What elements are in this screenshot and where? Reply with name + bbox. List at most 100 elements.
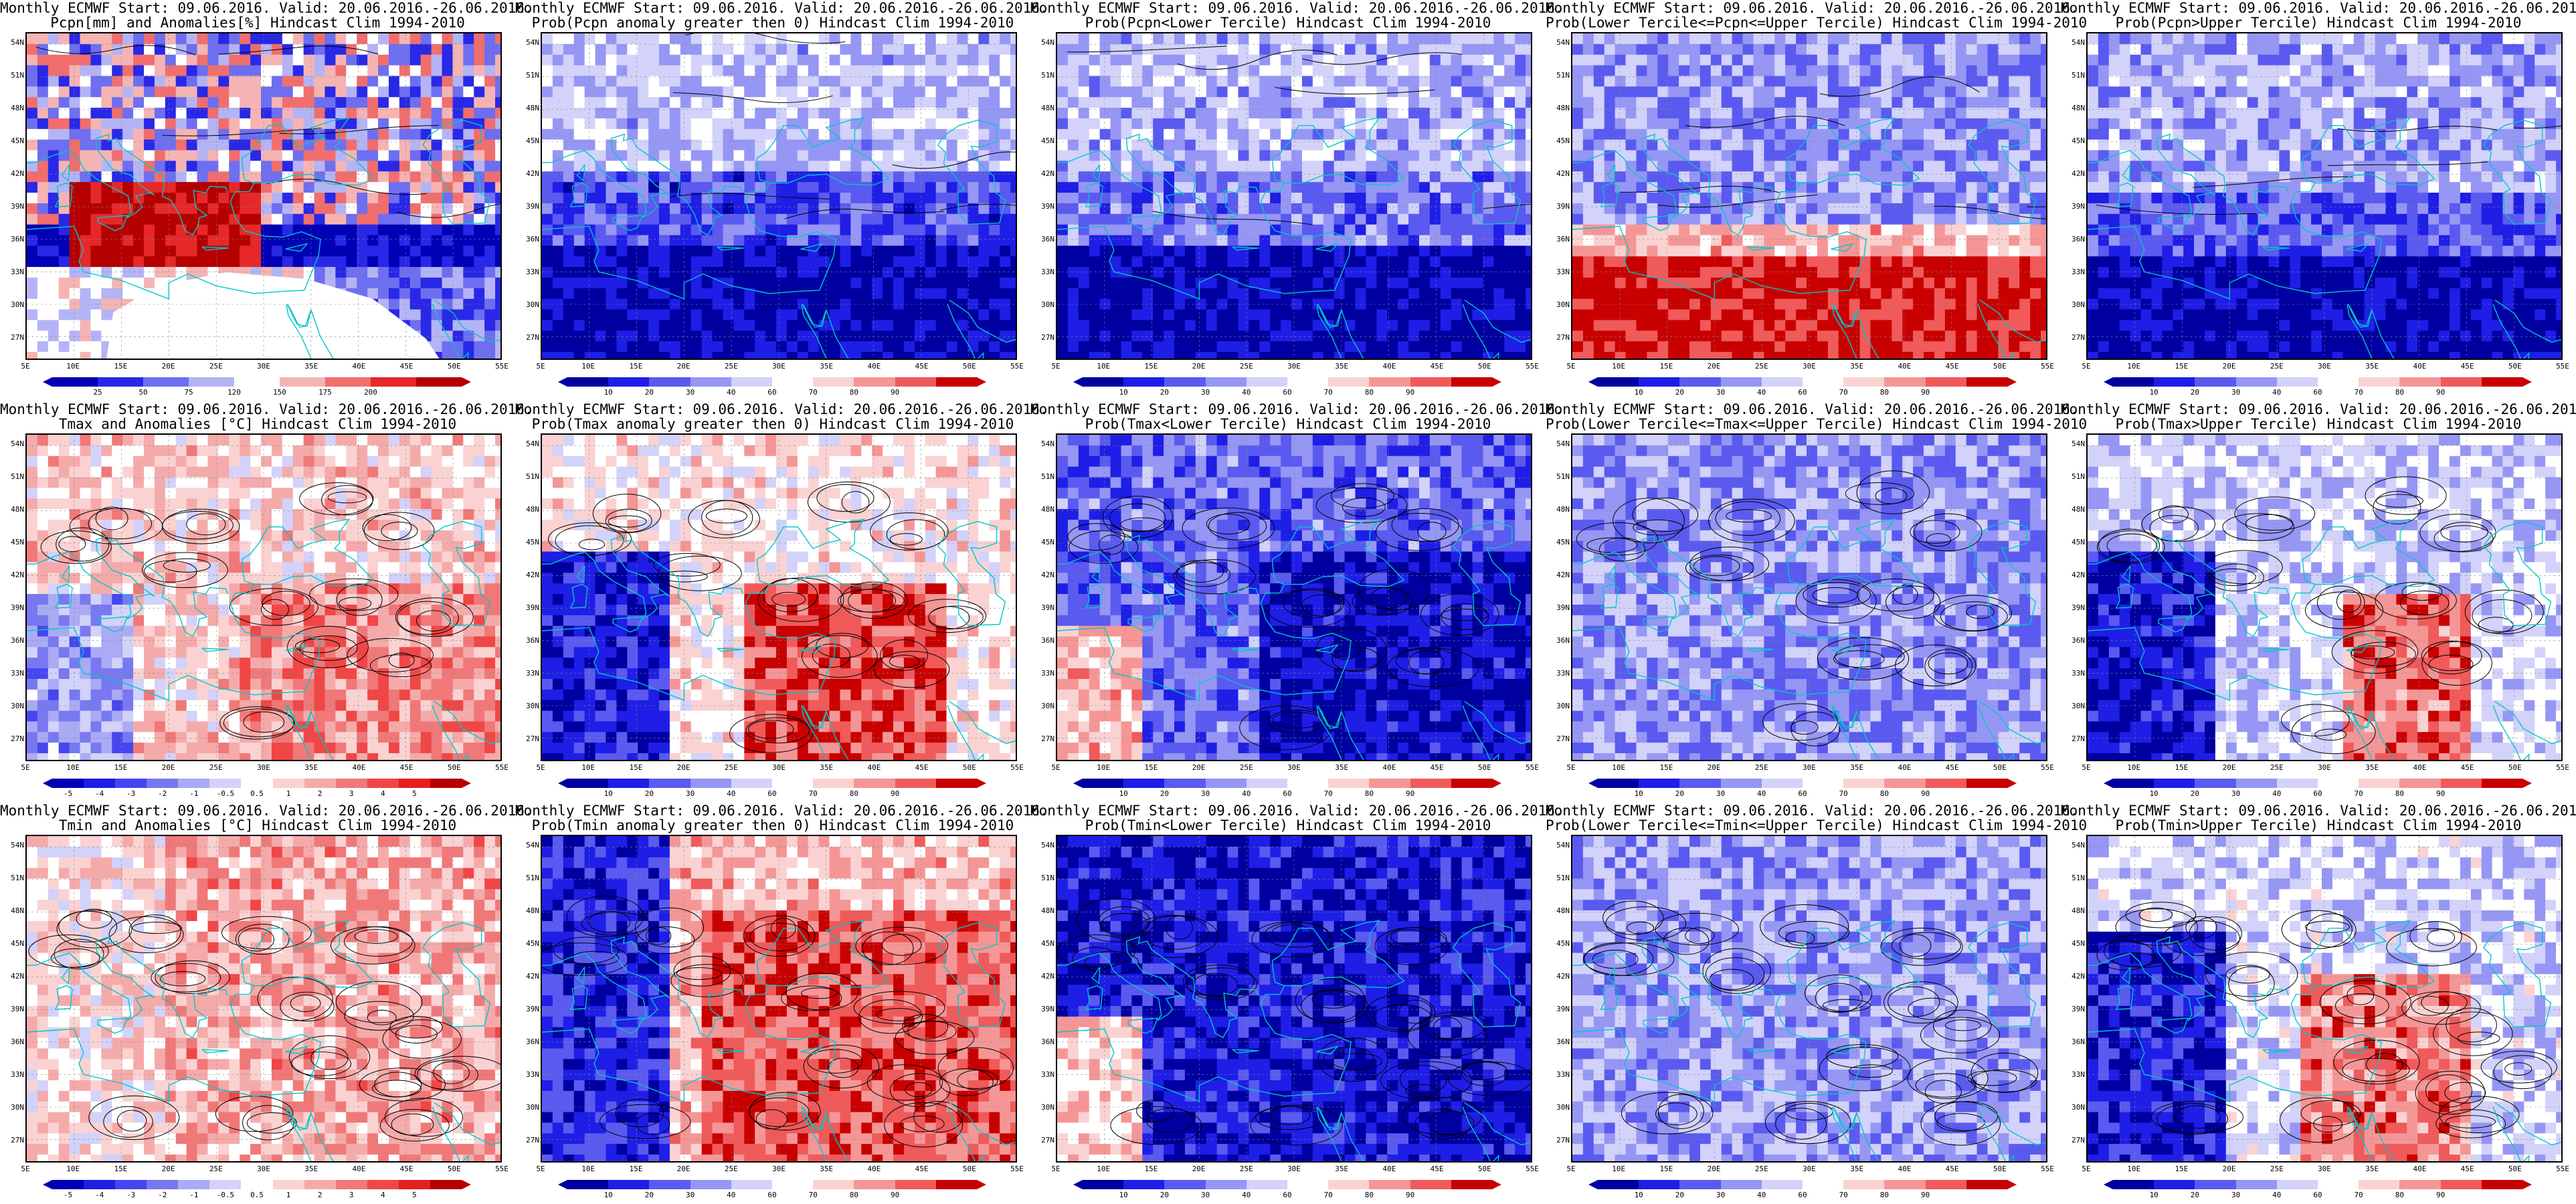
field-cell (463, 171, 474, 183)
field-cell (122, 65, 134, 77)
field-cell (1526, 128, 1531, 140)
field-cell (1259, 118, 1271, 130)
field-cell (271, 150, 283, 162)
field-cell (346, 256, 357, 268)
field-cell (388, 161, 400, 172)
field-cell (595, 139, 607, 151)
field-cell (1429, 108, 1441, 119)
field-cell (1515, 330, 1526, 342)
field-cell (1913, 54, 1924, 66)
field-cell (914, 352, 926, 359)
latitude-label: 54N (0, 38, 24, 47)
field-cell (989, 277, 1000, 289)
field-cell (250, 54, 262, 66)
field-cell (1966, 139, 1978, 151)
field-cell (1153, 97, 1164, 108)
field-cell (925, 33, 937, 45)
field-cell (1376, 320, 1388, 331)
field-cell (1483, 182, 1494, 193)
field-cell (1408, 203, 1420, 215)
field-cell (1785, 54, 1797, 66)
field-cell (1174, 213, 1186, 225)
field-cell (1057, 86, 1069, 98)
field-cell (1323, 76, 1335, 87)
field-cell (282, 203, 294, 215)
field-cell (1099, 139, 1111, 151)
coastline (434, 299, 500, 343)
field-cell (495, 76, 500, 87)
field-cell (968, 54, 979, 66)
field-cell (1301, 213, 1313, 225)
field-cell (1440, 86, 1452, 98)
field-cell (1625, 150, 1637, 162)
field-cell (431, 97, 443, 108)
field-cell (1312, 108, 1324, 119)
field-cell (1504, 245, 1515, 257)
latitude-label: 45N (1030, 136, 1054, 145)
field-cell (495, 150, 500, 162)
field-cell (1216, 277, 1228, 289)
field-cell (1291, 309, 1303, 321)
field-cell (1785, 128, 1797, 140)
field-cell (883, 277, 894, 289)
field-cell (1281, 65, 1292, 77)
field-cell (1227, 86, 1239, 98)
field-cell (776, 193, 788, 204)
field-cell (1934, 43, 1946, 56)
colorbar (43, 377, 471, 387)
field-cell (957, 33, 969, 45)
field-cell (701, 277, 713, 289)
field-cell (282, 245, 294, 257)
field-cell (1259, 213, 1271, 225)
field-cell (1785, 97, 1797, 108)
field-cell (58, 108, 70, 119)
field-cell (186, 33, 198, 45)
field-cell (1010, 76, 1016, 87)
field-cell (90, 76, 102, 87)
field-cell (90, 256, 102, 268)
field-cell (144, 193, 155, 204)
field-cell (935, 277, 947, 289)
field-cell (484, 161, 496, 172)
field-cell (144, 277, 155, 289)
field-cell (893, 33, 905, 45)
field-cell (122, 108, 134, 119)
field-cell (573, 76, 585, 87)
field-cell (133, 213, 145, 225)
field-cell (144, 171, 155, 183)
field-cell (840, 320, 851, 331)
field-cell (122, 288, 134, 300)
field-cell (1955, 97, 1967, 108)
field-cell (367, 224, 379, 236)
field-cell (840, 193, 851, 204)
field-cell (840, 108, 851, 119)
field-cell (829, 54, 841, 66)
field-cell (1732, 43, 1744, 56)
field-cell (584, 267, 596, 278)
colorbar-tick-label: 75 (184, 388, 193, 397)
field-cell (1472, 352, 1484, 359)
field-cell (968, 203, 979, 215)
field-cell (1057, 33, 1069, 45)
field-cell (957, 97, 969, 108)
field-cell (261, 43, 272, 56)
field-cell (2041, 128, 2046, 140)
field-cell (1429, 245, 1441, 257)
field-cell (1764, 108, 1775, 119)
field-cell (1966, 86, 1978, 98)
field-cell (1131, 224, 1143, 236)
field-cell (733, 309, 745, 321)
field-cell (584, 97, 596, 108)
field-cell (1366, 65, 1377, 77)
field-cell (122, 245, 134, 257)
field-cell (2009, 128, 2020, 140)
colorbar-swatch (649, 377, 691, 387)
field-cell (1238, 341, 1249, 353)
field-cell (1657, 118, 1669, 130)
field-cell (314, 33, 326, 45)
field-cell (1817, 150, 1829, 162)
longitude-label: 40E (352, 362, 365, 371)
field-cell (659, 33, 670, 45)
field-cell (1625, 76, 1637, 87)
longitude-label: 55E (1526, 362, 1539, 371)
